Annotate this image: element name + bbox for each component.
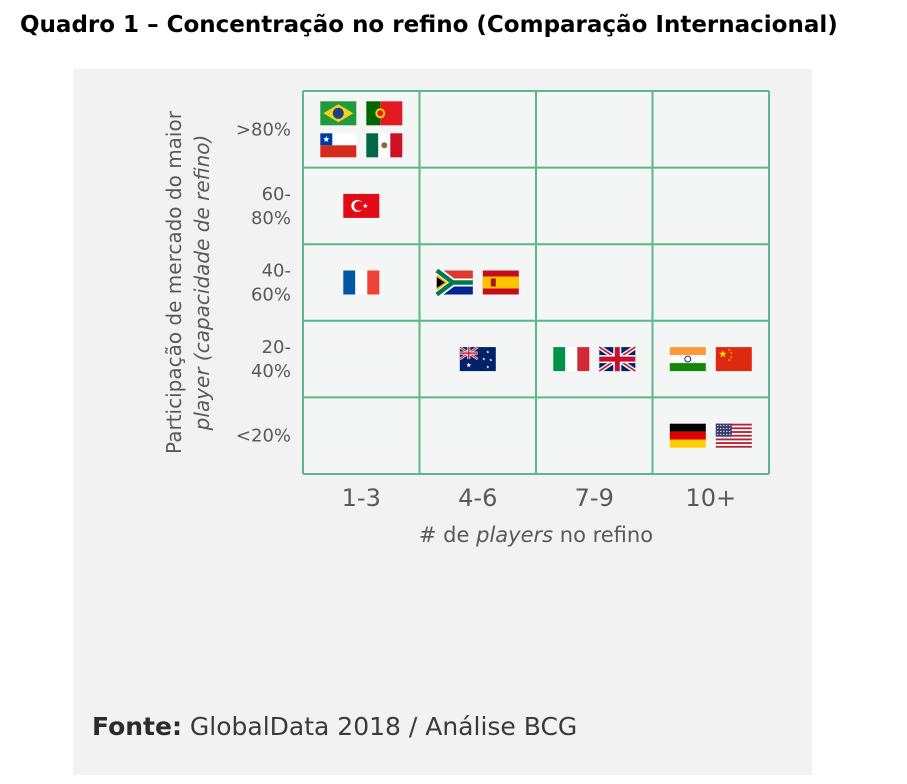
flag-united-kingdom-icon: [598, 345, 637, 373]
flag-turkey-icon: [343, 193, 380, 218]
flag-brazil-icon: [320, 101, 357, 126]
flag-australia-icon: [459, 346, 496, 372]
x-tick-label: 7-9: [575, 484, 614, 512]
flag-united-states-icon: [715, 423, 752, 448]
page-title: Quadro 1 – Concentração no refino (Compa…: [20, 12, 838, 38]
flag-south-africa-icon: [434, 267, 473, 298]
y-tick-label: <20%: [236, 426, 291, 447]
y-tick-label: 20-40%: [251, 337, 291, 382]
y-tick-label: >80%: [236, 119, 291, 140]
flag-india-icon: [669, 347, 706, 372]
flag-china-icon: [715, 347, 752, 372]
y-tick-label: 40-60%: [251, 261, 291, 306]
chart-panel: 1-3 4-6 7-9 10+ >80% 60-80% 40-60% 20-40% <20% # …: [73, 69, 812, 775]
flag-mexico-icon: [366, 133, 403, 158]
source-label: Fonte:: [92, 712, 182, 741]
flag-spain-icon: [482, 270, 519, 295]
x-tick-label: 10+: [685, 484, 736, 512]
y-axis-label: player (capacidade de refino): [190, 135, 214, 432]
x-tick-label: 1-3: [342, 484, 381, 512]
flag-chile-icon: [320, 133, 357, 158]
source-text: GlobalData 2018 / Análise BCG: [189, 712, 578, 741]
flag-germany-icon: [669, 423, 706, 448]
concentration-matrix: 1-3 4-6 7-9 10+ >80% 60-80% 40-60% 20-40% <20% # …: [162, 90, 770, 547]
y-axis-label: Participação de mercado do maior: [162, 110, 186, 454]
flag-italy-icon: [553, 347, 590, 372]
source-note: Fonte: GlobalData 2018 / Análise BCG: [92, 712, 577, 741]
x-tick-label: 4-6: [458, 484, 497, 512]
x-axis-label: # de players no refino: [419, 523, 653, 547]
y-tick-label: 60-80%: [251, 184, 291, 229]
flag-france-icon: [343, 270, 380, 295]
flag-portugal-icon: [366, 101, 403, 126]
